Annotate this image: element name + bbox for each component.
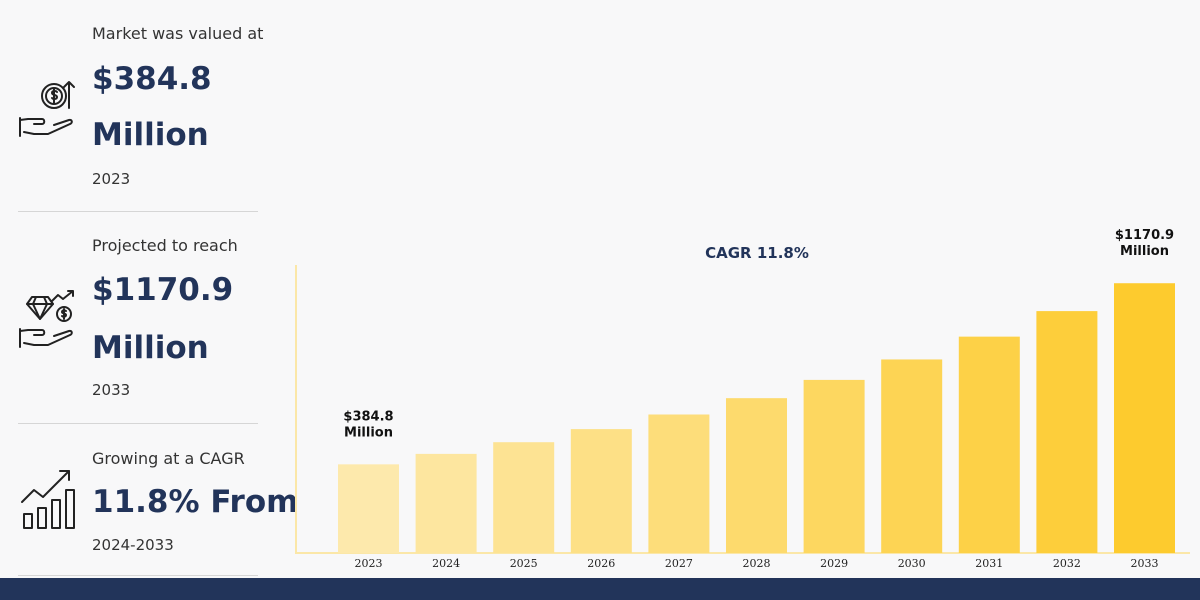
x-tick-label-2027: 2027 [665, 557, 693, 570]
stat-value: $1170.9 [92, 272, 234, 308]
stat-period: 2023 [92, 170, 131, 188]
x-tick-label-2033: 2033 [1131, 557, 1159, 570]
stat-period: 2033 [92, 381, 131, 399]
divider [18, 575, 258, 576]
footer-bar [0, 578, 1200, 600]
diamond-hand-icon [16, 285, 82, 351]
bar-2033 [1114, 283, 1175, 553]
money-hand-icon [16, 74, 82, 140]
bar-2030 [881, 359, 943, 553]
x-tick-label-2032: 2032 [1053, 557, 1081, 570]
x-tick-label-2025: 2025 [510, 557, 538, 570]
stat-value: 11.8% From [92, 484, 299, 520]
chart-title: CAGR 11.8% [705, 244, 809, 262]
stat-value: $384.8 [92, 61, 212, 97]
bar-2029 [803, 379, 865, 553]
x-tick-label-2024: 2024 [432, 557, 460, 570]
bar-2025 [493, 442, 555, 553]
data-label-2023-line1: $384.8 [343, 409, 393, 424]
x-tick-label-2029: 2029 [820, 557, 848, 570]
stat-label: Growing at a CAGR [92, 449, 245, 468]
bar-2028 [726, 398, 787, 553]
x-tick-label-2026: 2026 [587, 557, 615, 570]
stat-label: Market was valued at [92, 24, 264, 43]
x-tick-label-2028: 2028 [743, 557, 771, 570]
bar-2023 [338, 464, 399, 553]
bar-2024 [415, 453, 477, 553]
stat-value-unit: Million [92, 117, 209, 153]
stat-label: Projected to reach [92, 236, 238, 255]
x-tick-label-2030: 2030 [898, 557, 926, 570]
divider [18, 211, 258, 212]
growth-chart-icon [16, 466, 82, 532]
x-tick-label-2031: 2031 [975, 557, 1003, 570]
x-tick-label-2023: 2023 [355, 557, 383, 570]
bar-2032 [1036, 311, 1098, 553]
data-label-2023-line2: Million [344, 425, 393, 440]
stat-value-unit: Million [92, 330, 209, 366]
market-growth-bar-chart: CAGR 11.8% 2023 2024 2025 2026 2027 2028 2029 2… [295, 228, 1190, 570]
market-stats-panel: Market was valued at $384.8 Million 2023… [0, 0, 300, 578]
bar-2031 [958, 336, 1020, 553]
bar-2027 [648, 414, 710, 553]
divider [18, 423, 258, 424]
bar-series: 2023 2024 2025 2026 2027 2028 2029 2030 2031 2032… [338, 228, 1175, 570]
bar-2026 [570, 429, 632, 553]
data-label-2033-line2: Million [1120, 244, 1169, 259]
stat-period: 2024-2033 [92, 536, 174, 554]
data-label-2033-line1: $1170.9 [1115, 228, 1174, 243]
